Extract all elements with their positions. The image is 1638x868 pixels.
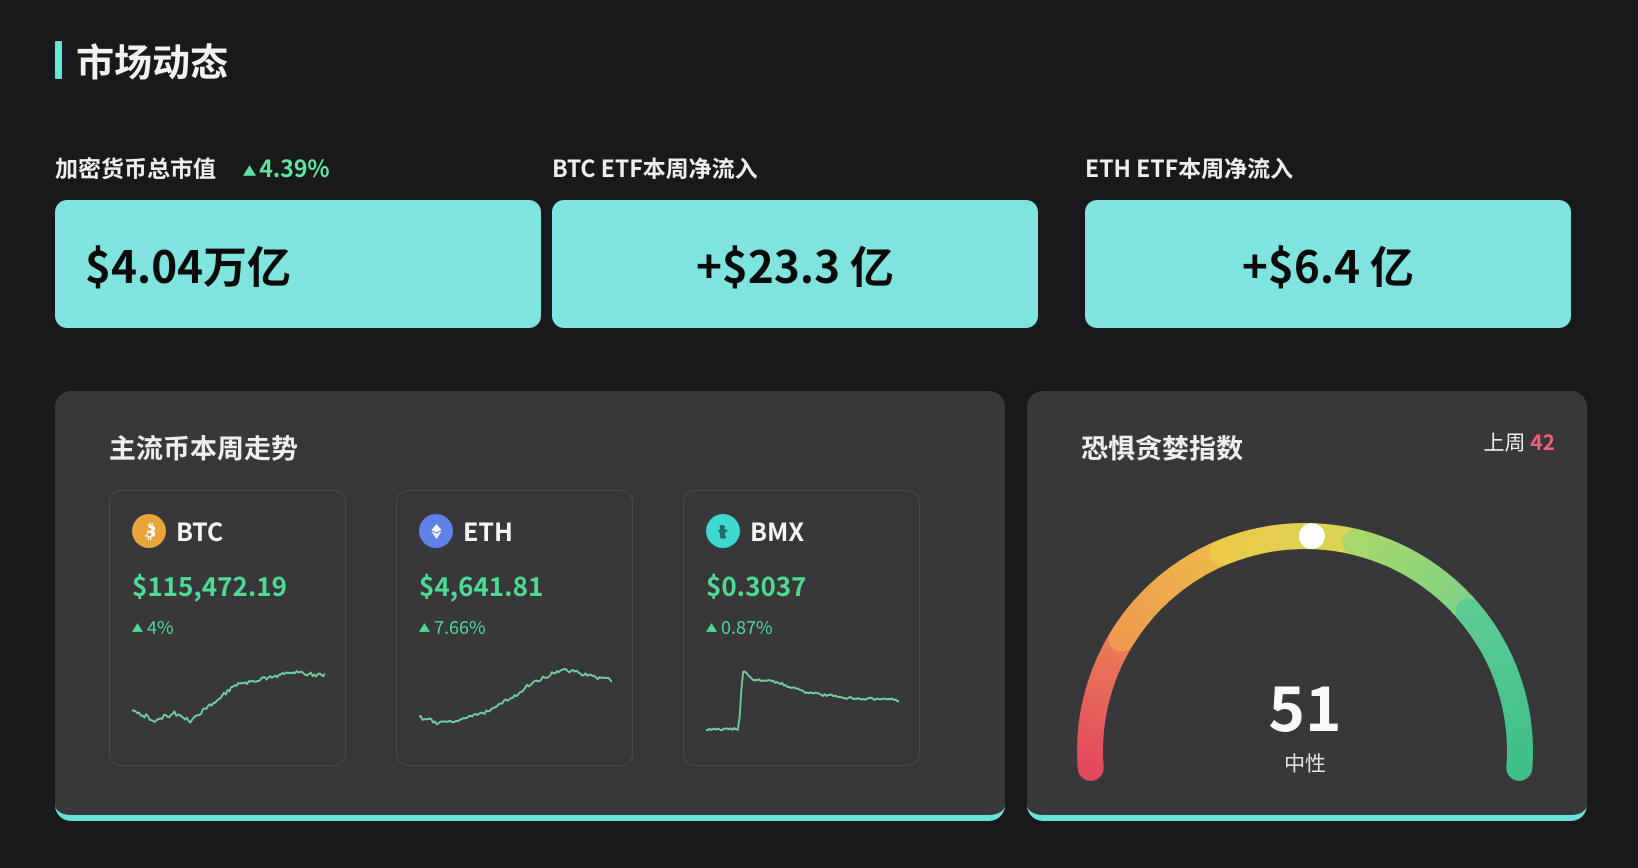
svg-text:中性: 中性 (1284, 748, 1326, 778)
svg-text:51: 51 (1268, 659, 1341, 749)
